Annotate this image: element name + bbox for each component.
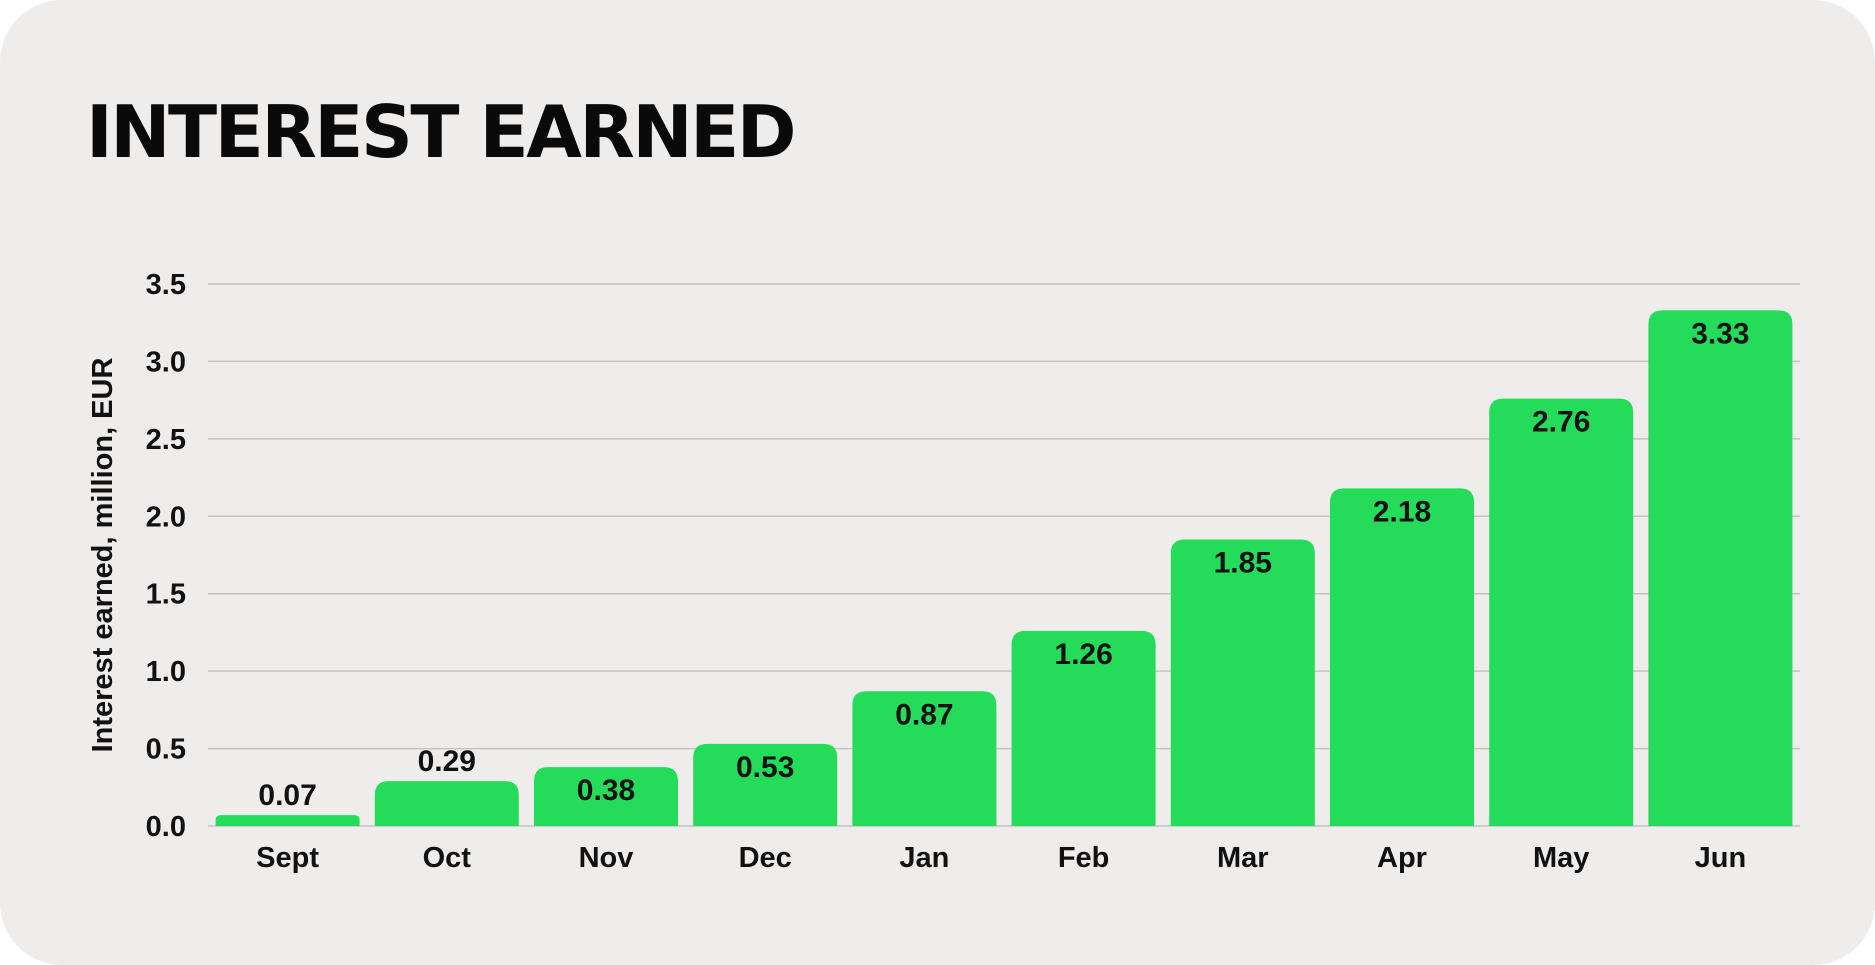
data-label: 1.26: [1054, 638, 1112, 671]
x-tick-label: Sept: [256, 842, 319, 874]
bar: [1011, 630, 1156, 826]
bar: [1648, 310, 1793, 827]
bar: [693, 743, 838, 826]
y-tick-label: 0.0: [146, 811, 186, 843]
data-label: 0.29: [418, 745, 476, 778]
bar: [1170, 539, 1315, 826]
data-label: 1.85: [1214, 547, 1272, 580]
bars: [215, 310, 1793, 827]
bar: [534, 767, 678, 826]
x-axis-ticks: Sept Oct Nov Dec Jan Feb Mar Apr May Jun: [256, 842, 1746, 874]
y-tick-label: 1.5: [146, 579, 186, 611]
y-tick-label: 0.5: [146, 734, 186, 766]
data-label: 0.38: [577, 774, 635, 807]
x-tick-label: Jan: [899, 842, 949, 874]
x-tick-label: Oct: [423, 842, 472, 874]
data-label: 3.33: [1691, 317, 1749, 350]
x-tick-label: Mar: [1217, 842, 1269, 874]
x-tick-label: Feb: [1058, 842, 1110, 874]
y-tick-label: 3.0: [146, 346, 186, 378]
data-label: 0.07: [258, 779, 316, 812]
bar: [374, 781, 519, 826]
data-label: 0.53: [736, 751, 794, 784]
y-tick-label: 2.5: [146, 424, 186, 456]
y-tick-label: 3.5: [146, 269, 186, 301]
data-label: 0.87: [895, 698, 953, 731]
bar: [852, 691, 997, 826]
x-tick-label: Dec: [739, 842, 792, 874]
x-tick-label: May: [1533, 842, 1589, 874]
x-tick-label: Jun: [1695, 842, 1747, 874]
bar: [1330, 488, 1474, 826]
x-tick-label: Nov: [579, 842, 634, 874]
bar: [215, 815, 360, 826]
data-label: 2.18: [1373, 495, 1431, 528]
data-label: 2.76: [1532, 406, 1590, 439]
chart-title: INTEREST EARNED: [86, 90, 797, 174]
y-tick-label: 1.0: [146, 656, 186, 688]
y-axis-ticks: 0.0 0.5 1.0 1.5 2.0 2.5 3.0 3.5: [146, 269, 186, 843]
data-labels: 0.07 0.29 0.38 0.53 0.87 1.26 1.85 2.18 2.76 3.33: [258, 317, 1749, 812]
y-tick-label: 2.0: [146, 501, 186, 533]
bar: [1489, 398, 1634, 826]
x-tick-label: Apr: [1377, 842, 1427, 874]
y-axis-label: Interest earned, million, EUR: [87, 358, 119, 753]
